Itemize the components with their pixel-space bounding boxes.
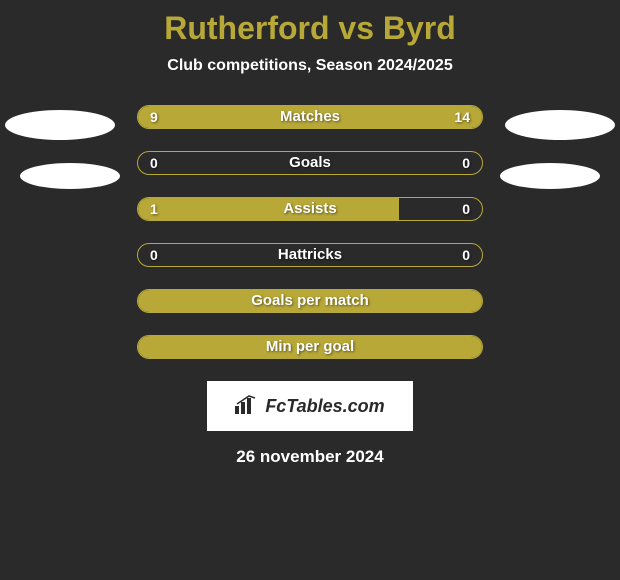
stat-value-right: 0: [462, 198, 470, 220]
stat-bar-goals: 0 Goals 0: [137, 151, 483, 175]
stat-label: Hattricks: [138, 244, 482, 266]
stat-label: Goals: [138, 152, 482, 174]
stat-label: Goals per match: [138, 290, 482, 312]
chart-icon: [235, 394, 259, 419]
comparison-area: 9 Matches 14 0 Goals 0 1 Assists 0 0 Hat…: [0, 105, 620, 467]
stat-value-right: 0: [462, 152, 470, 174]
stat-bar-hattricks: 0 Hattricks 0: [137, 243, 483, 267]
player-left-ellipse-2: [20, 163, 120, 189]
footer-date: 26 november 2024: [0, 447, 620, 467]
logo-box: FcTables.com: [207, 381, 413, 431]
stat-label: Assists: [138, 198, 482, 220]
stat-value-right: 0: [462, 244, 470, 266]
player-right-ellipse-2: [500, 163, 600, 189]
main-container: Rutherford vs Byrd Club competitions, Se…: [0, 0, 620, 467]
stat-bar-mpg: Min per goal: [137, 335, 483, 359]
logo-text: FcTables.com: [265, 396, 384, 417]
subtitle: Club competitions, Season 2024/2025: [0, 57, 620, 75]
stat-bar-assists: 1 Assists 0: [137, 197, 483, 221]
player-left-ellipse-1: [5, 110, 115, 140]
player-right-ellipse-1: [505, 110, 615, 140]
stat-label: Min per goal: [138, 336, 482, 358]
stat-bar-matches: 9 Matches 14: [137, 105, 483, 129]
page-title: Rutherford vs Byrd: [0, 10, 620, 47]
stat-bar-gpm: Goals per match: [137, 289, 483, 313]
stat-value-right: 14: [454, 106, 470, 128]
bars-wrapper: 9 Matches 14 0 Goals 0 1 Assists 0 0 Hat…: [137, 105, 483, 359]
stat-label: Matches: [138, 106, 482, 128]
